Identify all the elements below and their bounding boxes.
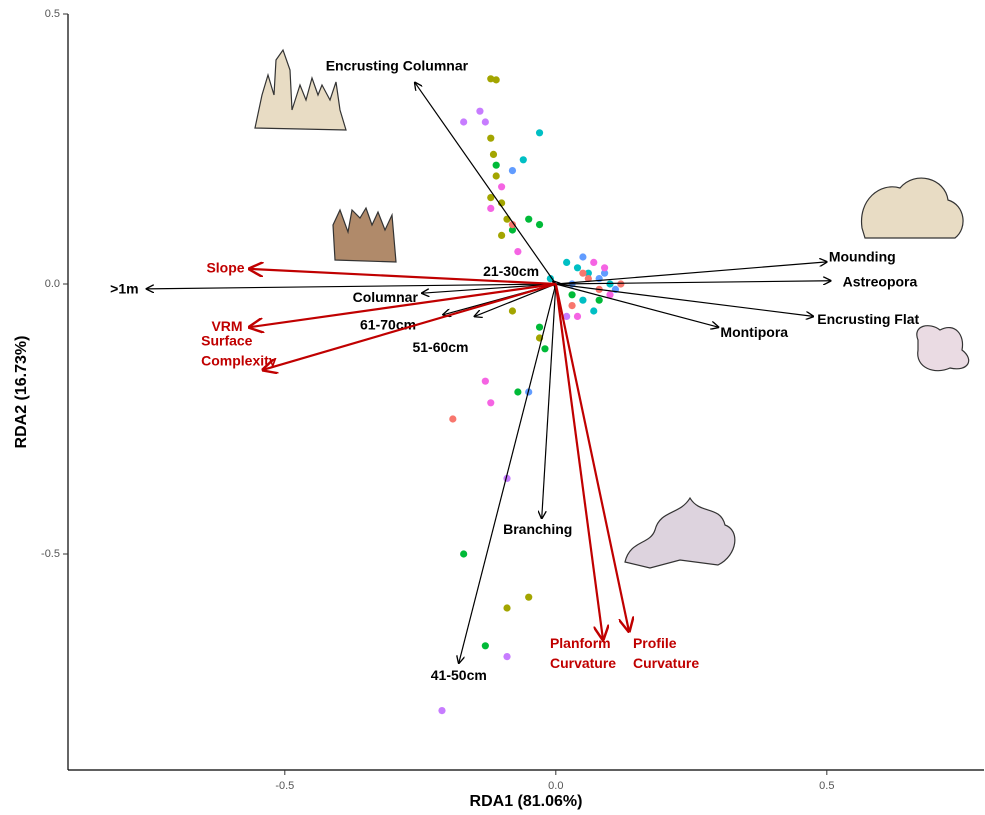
vector-label: Surface	[201, 333, 253, 349]
site-point	[579, 253, 586, 260]
vector-label: Columnar	[353, 289, 419, 305]
vector-label: Mounding	[829, 249, 896, 265]
site-point	[482, 118, 489, 125]
vector-label: 51-60cm	[412, 339, 468, 355]
site-point	[514, 248, 521, 255]
site-point	[509, 307, 516, 314]
vector-label: Montipora	[720, 324, 788, 340]
site-point	[574, 313, 581, 320]
site-point	[536, 129, 543, 136]
site-point	[460, 550, 467, 557]
x-axis-title: RDA1 (81.06%)	[470, 793, 583, 810]
site-point	[487, 135, 494, 142]
site-point	[536, 324, 543, 331]
vector-label: Curvature	[633, 655, 699, 671]
site-point	[520, 156, 527, 163]
chart: RDA1 (81.06%) RDA2 (16.73%) -0.5 0.0 0.5 -0…	[0, 0, 985, 815]
vector-label: >1m	[110, 281, 138, 297]
site-point	[536, 221, 543, 228]
vector-label: Complexity	[201, 353, 277, 369]
site-point	[568, 302, 575, 309]
site-point	[503, 653, 510, 660]
site-point	[568, 291, 575, 298]
vector-label: Astreopora	[843, 273, 918, 289]
vector-label: 61-70cm	[360, 316, 416, 332]
site-point	[503, 216, 510, 223]
site-point	[498, 183, 505, 190]
site-point	[490, 151, 497, 158]
vector-label: Slope	[206, 260, 244, 276]
vector-arrow	[415, 83, 556, 284]
vector-label: Planform	[550, 635, 611, 651]
y-tick-label: 0.0	[45, 278, 60, 290]
site-point	[476, 108, 483, 115]
x-tick-label: -0.5	[275, 780, 294, 792]
site-point	[590, 259, 597, 266]
site-point	[503, 604, 510, 611]
site-point	[493, 172, 500, 179]
site-point	[617, 280, 624, 287]
x-tick-label: 0.5	[819, 780, 834, 792]
vector-label: 41-50cm	[431, 667, 487, 683]
site-point	[601, 264, 608, 271]
vector-arrow	[556, 262, 827, 284]
site-point	[606, 280, 613, 287]
site-point	[596, 297, 603, 304]
vector-arrow	[556, 284, 629, 631]
site-point	[579, 297, 586, 304]
y-tick-label: -0.5	[41, 548, 60, 560]
site-point	[563, 259, 570, 266]
vector-label: Curvature	[550, 655, 616, 671]
site-point	[487, 205, 494, 212]
vector-arrow	[542, 284, 556, 518]
site-point	[579, 270, 586, 277]
vector-label: Profile	[633, 635, 677, 651]
x-tick-label: 0.0	[548, 780, 563, 792]
vector-label: VRM	[211, 318, 242, 334]
vector-arrow	[556, 284, 719, 327]
y-axis-title: RDA2 (16.73%)	[13, 336, 30, 449]
coral-illustration	[255, 50, 969, 568]
site-point	[574, 264, 581, 271]
site-point	[590, 307, 597, 314]
vector-label: Branching	[503, 521, 572, 537]
site-point	[482, 642, 489, 649]
site-point	[449, 415, 456, 422]
site-point	[525, 216, 532, 223]
site-point	[514, 388, 521, 395]
site-point	[498, 232, 505, 239]
site-point	[460, 118, 467, 125]
site-point	[525, 594, 532, 601]
vector-label: Encrusting Flat	[817, 311, 919, 327]
vector-arrow	[556, 284, 603, 639]
vector-label: 21-30cm	[483, 263, 539, 279]
site-point	[493, 76, 500, 83]
site-point	[493, 162, 500, 169]
site-point	[541, 345, 548, 352]
site-point	[509, 167, 516, 174]
site-point	[438, 707, 445, 714]
vector-label: Encrusting Columnar	[326, 57, 469, 73]
y-tick-label: 0.5	[45, 8, 60, 20]
site-point	[487, 399, 494, 406]
site-point	[482, 378, 489, 385]
